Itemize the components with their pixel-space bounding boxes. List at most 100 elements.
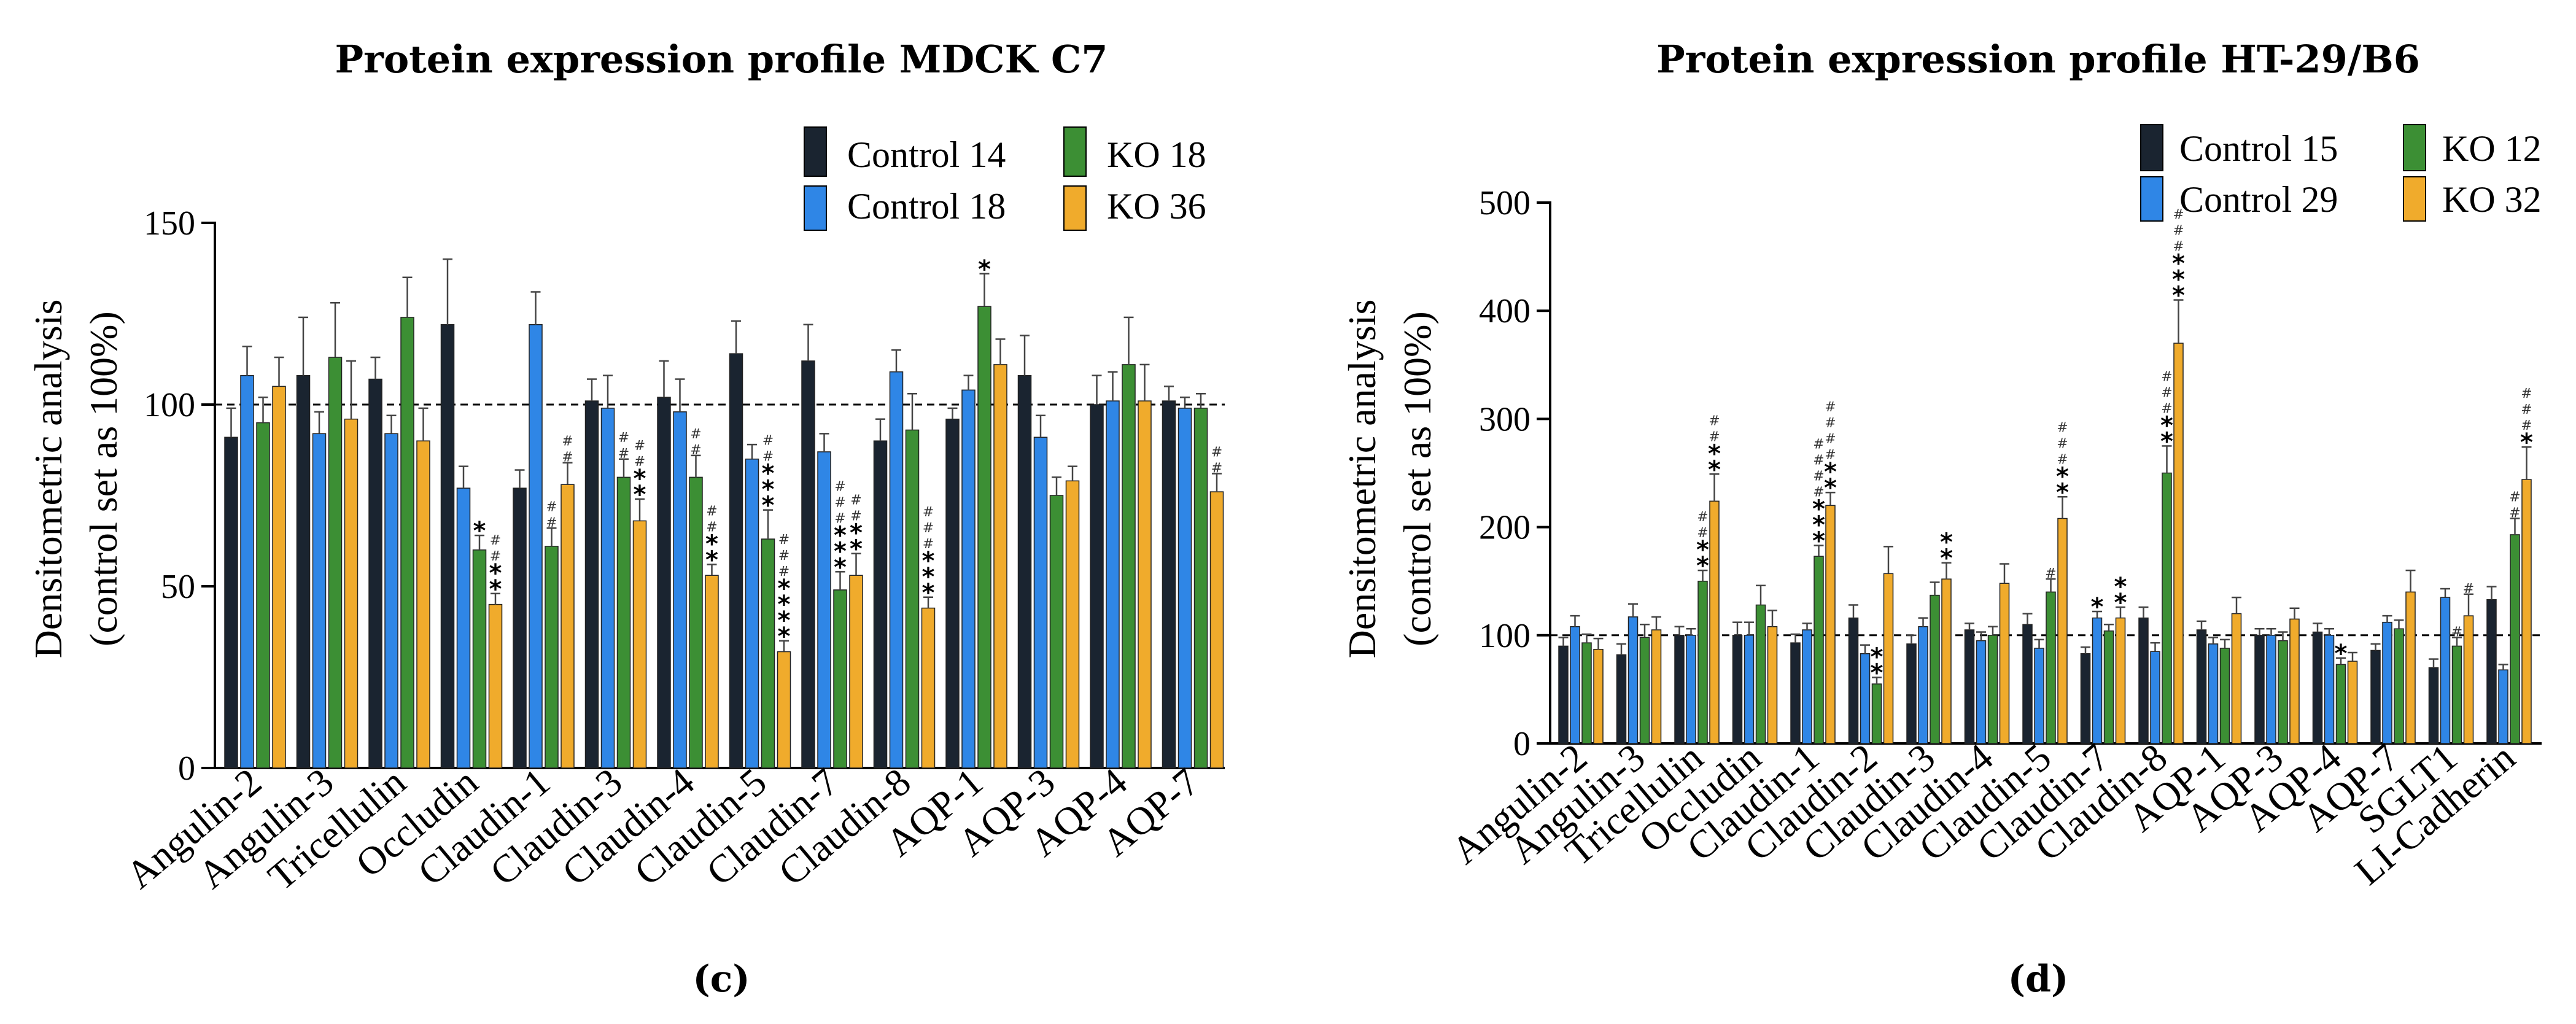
d-bar-2-0: [1674, 635, 1685, 744]
c-sig-star-7-3-0: *: [778, 623, 791, 651]
d-bar-14-0: [2370, 650, 2381, 744]
d-bar-0-1: [1570, 626, 1580, 744]
d-bar-15-0: [2428, 667, 2439, 744]
d-sig-star-9-3-1: *: [2114, 573, 2127, 601]
c-bar-9-1: [889, 371, 904, 769]
c-sig-hash-8-2-2: #: [834, 479, 845, 494]
d-ytick-label-4: 400: [1479, 292, 1530, 330]
c-sig-hash-9-3-1: #: [923, 521, 934, 536]
d-bar-6-2: [1930, 594, 1940, 744]
d-bar-8-3: [2057, 518, 2068, 744]
d-bar-15-1: [2440, 597, 2451, 744]
c-sig-star-7-3-3: *: [778, 575, 791, 603]
panel-d-legend-label-3: KO 32: [2442, 179, 2542, 220]
d-bar-7-3: [1999, 583, 2010, 744]
d-bar-8-2: [2046, 591, 2056, 744]
c-sig-hash-9-3-2: #: [923, 505, 934, 520]
d-bar-13-3: [2347, 661, 2358, 744]
d-bar-9-0: [2080, 653, 2091, 744]
c-sig-star-3-3-1: *: [489, 559, 502, 588]
c-bar-12-2: [1122, 364, 1136, 769]
d-bar-0-3: [1593, 648, 1604, 744]
c-bar-13-1: [1177, 408, 1192, 769]
c-bar-0-1: [240, 374, 254, 769]
c-sig-star-8-2-0: *: [834, 553, 847, 581]
d-bar-11-3: [2231, 613, 2242, 744]
panel-d-ylabel-line1: Densitometric analysis: [1340, 300, 1384, 659]
c-sig-star-8-3-1: *: [850, 519, 863, 548]
c-bar-6-0: [657, 397, 671, 769]
d-bar-8-1: [2034, 648, 2044, 744]
d-sig-star-13-2-0: *: [2335, 640, 2348, 668]
c-sig-hash-7-3-1: #: [778, 548, 789, 564]
d-sig-hash-16-2-1: #: [2509, 490, 2520, 505]
c-bar-4-3: [561, 484, 575, 769]
d-sig-hash-8-2-0: #: [2045, 566, 2056, 581]
c-sig-hash-5-3-0: #: [634, 454, 645, 470]
d-sig-hash-15-2-0: #: [2451, 624, 2462, 640]
c-sig-hash-4-3-1: #: [562, 434, 573, 449]
d-sig-star-10-3-2: *: [2172, 250, 2185, 278]
c-bar-3-3: [488, 603, 503, 769]
panel-c-legend-swatch-0: [804, 126, 827, 177]
c-bar-6-3: [705, 575, 719, 769]
panel-d-ylabel-line2: (control set as 100%): [1395, 311, 1439, 646]
panel-c-legend-label-0: Control 14: [847, 134, 1006, 175]
d-bar-10-2: [2162, 472, 2172, 744]
c-bar-13-2: [1193, 408, 1208, 769]
d-bar-10-1: [2150, 651, 2160, 744]
c-bar-9-2: [905, 429, 920, 769]
d-sig-hash-4-2-1: #: [1813, 469, 1824, 484]
panel-d-title: Protein expression profile HT-29/B6: [1656, 37, 2420, 82]
d-bar-14-2: [2394, 628, 2404, 744]
c-bar-12-1: [1106, 400, 1120, 769]
c-bar-10-1: [961, 389, 976, 769]
c-sig-hash-8-3-1: #: [850, 493, 861, 508]
d-bar-4-0: [1790, 642, 1801, 744]
c-sig-hash-4-2-0: #: [546, 515, 557, 530]
c-sig-star-8-2-1: *: [834, 537, 847, 565]
c-sig-hash-13-3-1: #: [1211, 444, 1222, 460]
c-bar-3-0: [440, 324, 455, 769]
c-sig-hash-5-3-1: #: [634, 438, 645, 454]
c-bar-8-1: [817, 451, 831, 769]
c-sig-hash-4-2-1: #: [546, 499, 557, 514]
c-sig-hash-6-2-0: #: [690, 443, 701, 458]
panel-c-legend: Control 14 Control 18 KO 18 KO 36: [804, 126, 1206, 231]
d-bar-3-0: [1732, 635, 1743, 744]
d-bar-16-3: [2521, 479, 2532, 744]
c-sig-hash-7-2-0: #: [762, 449, 774, 465]
c-bar-8-0: [801, 360, 815, 769]
d-bar-6-0: [1906, 643, 1917, 744]
d-bar-13-2: [2335, 664, 2346, 744]
c-sig-star-7-2-2: *: [762, 460, 775, 488]
d-bar-16-2: [2510, 534, 2520, 744]
d-bar-4-3: [1825, 505, 1836, 744]
d-sig-hash-8-3-1: #: [2057, 436, 2068, 451]
c-bar-6-2: [689, 476, 703, 769]
d-bar-7-2: [1987, 635, 1998, 744]
c-bar-4-2: [545, 546, 559, 769]
d-sig-hash-4-3-3: #: [1825, 400, 1836, 415]
c-sig-star-8-3-0: *: [850, 535, 863, 564]
d-sig-star-16-3-0: *: [2520, 429, 2533, 457]
c-sig-hash-3-3-1: #: [490, 533, 501, 548]
d-bar-3-1: [1744, 635, 1755, 744]
d-bar-5-1: [1860, 653, 1871, 744]
d-bar-2-2: [1697, 580, 1708, 744]
c-bar-9-0: [873, 440, 888, 769]
d-sig-star-10-2-0: *: [2160, 427, 2173, 456]
c-sig-hash-7-2-1: #: [762, 433, 774, 449]
c-bar-5-2: [616, 476, 631, 769]
c-bar-11-1: [1033, 436, 1048, 769]
d-bar-11-1: [2208, 643, 2219, 744]
panel-c-ylabel-line2: (control set as 100%): [82, 311, 125, 646]
d-bar-15-3: [2463, 615, 2474, 744]
d-sig-hash-4-3-1: #: [1825, 432, 1836, 447]
d-bar-3-2: [1755, 604, 1766, 744]
d-bar-16-0: [2486, 599, 2497, 744]
d-bar-1-0: [1616, 654, 1627, 744]
d-sig-star-5-2-0: *: [1871, 659, 1884, 688]
d-sig-hash-4-3-0: #: [1825, 448, 1836, 463]
